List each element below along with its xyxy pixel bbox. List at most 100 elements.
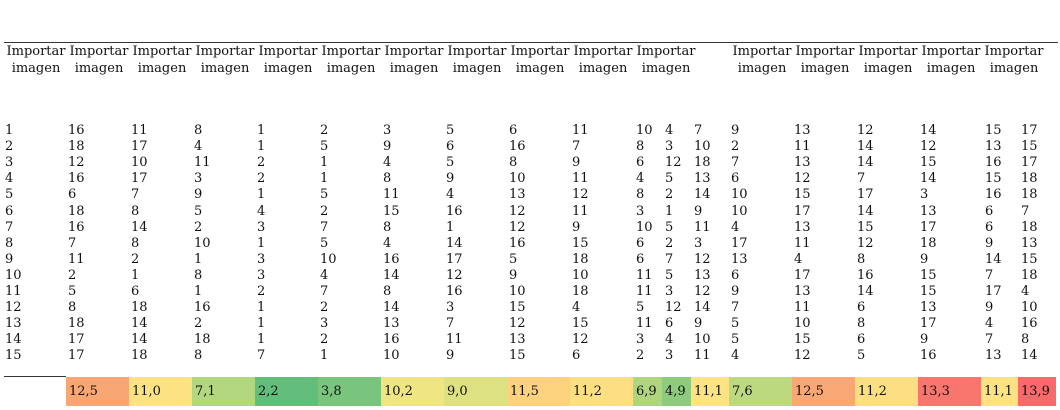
table-cell: 3 [194, 171, 203, 187]
table-cell: 1 [320, 171, 329, 187]
column-header: Importar imagen [570, 43, 636, 77]
column-header: Importar imagen [66, 43, 132, 77]
table-cell: 6 [636, 251, 645, 267]
table-cell: 10 [509, 171, 526, 187]
table-cell: 16 [985, 187, 1002, 203]
table-cell: 9 [194, 187, 203, 203]
table-cell: 16 [1021, 316, 1038, 332]
table-cell: 3 [446, 300, 455, 316]
table-cell: 4 [194, 139, 203, 155]
column-header: Importar imagen [192, 43, 258, 77]
table-cell: 15 [383, 203, 400, 219]
table-cell: 4 [731, 219, 740, 235]
table-cell: 8 [1021, 332, 1030, 348]
table-cell: 9 [731, 284, 740, 299]
table-cell: 13 [694, 171, 711, 187]
table-cell: 2 [257, 284, 266, 299]
column-header-line2: imagen [800, 61, 850, 76]
table-cell: 8 [383, 284, 392, 299]
table-cell: 13 [794, 219, 811, 235]
header-border [4, 42, 1058, 43]
table-cell: 4 [572, 300, 581, 316]
table-cell: 1 [320, 155, 329, 171]
table-cell: 4 [320, 267, 329, 283]
row-label: 2 [5, 139, 14, 155]
table-cell: 8 [509, 155, 518, 171]
table-cell: 16 [857, 267, 874, 283]
table-cell: 17 [920, 219, 937, 235]
table-cell: 11 [383, 187, 400, 203]
table-cell: 17 [794, 267, 811, 283]
column-header-line2: imagen [863, 61, 913, 76]
table-cell: 2 [194, 316, 203, 332]
table-cell: 11 [572, 123, 589, 138]
table-cell: 15 [857, 219, 874, 235]
table-cell: 3 [694, 235, 703, 251]
table-cell: 12 [572, 332, 589, 348]
table-cell: 10 [694, 332, 711, 348]
table-cell: 11 [572, 171, 589, 187]
table-cell: 16 [509, 139, 526, 155]
table-cell: 14 [383, 300, 400, 316]
table-cell: 3 [665, 348, 674, 364]
table-cell: 11 [636, 267, 653, 283]
table-cell: 10 [509, 284, 526, 299]
table-cell: 14 [857, 139, 874, 155]
column-header-line1: Importar [69, 44, 129, 59]
column-header-line2: imagen [452, 61, 502, 76]
row-label: 1 [5, 123, 14, 138]
table-cell: 14 [383, 267, 400, 283]
table-cell: 6 [636, 155, 645, 171]
table-cell: 1 [194, 284, 203, 299]
column-header: Importar imagen [792, 43, 858, 77]
table-cell: 3 [257, 251, 266, 267]
table-cell: 4 [257, 203, 266, 219]
table-cell: 5 [320, 187, 329, 203]
table-cell: 14 [857, 284, 874, 299]
table-cell: 16 [383, 332, 400, 348]
table-cell: 4 [665, 123, 674, 138]
table-cell: 16 [68, 171, 85, 187]
column-header-line2: imagen [578, 61, 628, 76]
table-cell: 12 [857, 123, 874, 138]
average-cell: 11,1 [981, 377, 1018, 406]
column-header: Importar imagen [444, 43, 510, 77]
row-label: 8 [5, 235, 14, 251]
table-cell: 2 [320, 332, 329, 348]
column-header-line2: imagen [263, 61, 313, 76]
table-cell: 18 [68, 203, 85, 219]
table-cell: 15 [794, 332, 811, 348]
table-cell: 17 [131, 139, 148, 155]
table-cell: 13 [920, 203, 937, 219]
table-cell: 9 [509, 267, 518, 283]
table-cell: 18 [1021, 267, 1038, 283]
table-cell: 4 [446, 187, 455, 203]
column-header-line2: imagen [74, 61, 124, 76]
footer-border [4, 376, 66, 377]
table-cell: 11 [636, 316, 653, 332]
table-cell: 15 [1021, 251, 1038, 267]
table-cell: 1 [257, 235, 266, 251]
table-cell: 6 [665, 316, 674, 332]
table-cell: 6 [131, 284, 140, 299]
table-cell: 2 [257, 171, 266, 187]
table-cell: 17 [1021, 123, 1038, 138]
table-cell: 9 [920, 332, 929, 348]
table-cell: 11 [694, 219, 711, 235]
table-cell: 2 [320, 300, 329, 316]
table-cell: 13 [794, 284, 811, 299]
table-cell: 4 [383, 155, 392, 171]
table-cell: 4 [1021, 284, 1030, 299]
column-header-line1: Importar [384, 44, 444, 59]
table-cell: 1 [257, 300, 266, 316]
table-cell: 5 [68, 284, 77, 299]
average-cell: 13,3 [918, 377, 981, 406]
table-cell: 5 [665, 267, 674, 283]
table-cell: 13 [731, 251, 748, 267]
table-cell: 9 [572, 219, 581, 235]
row-label: 5 [5, 187, 14, 203]
table-cell: 1 [257, 123, 266, 138]
table-cell: 11 [794, 300, 811, 316]
table-cell: 1 [194, 251, 203, 267]
table-cell: 3 [665, 284, 674, 299]
